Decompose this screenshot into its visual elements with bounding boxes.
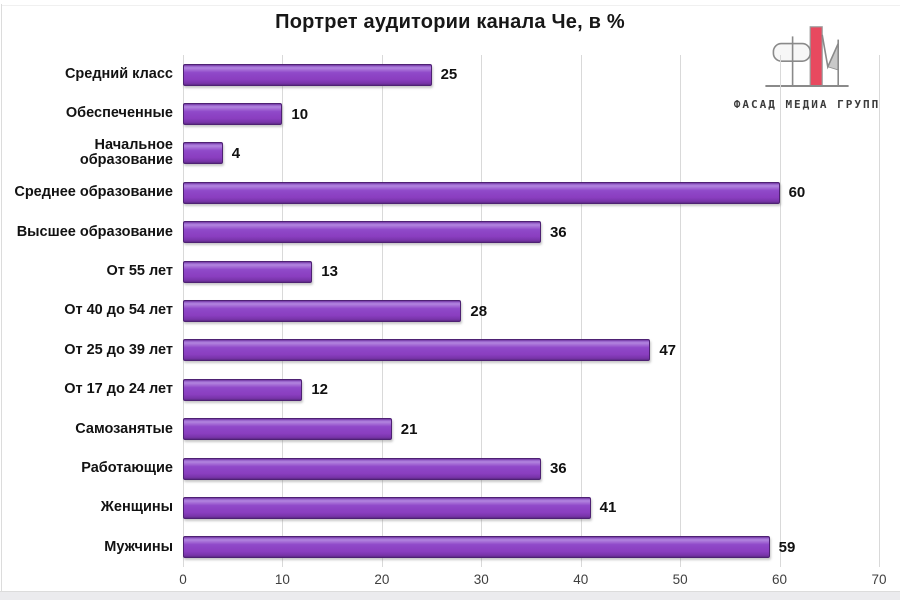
bar: [183, 181, 780, 204]
bar-track: 41: [183, 488, 879, 527]
value-label: 25: [440, 66, 458, 84]
bar-row: Начальное образование 4: [0, 134, 879, 173]
bar-row: Самозанятые 21: [0, 410, 879, 449]
bar-track: 36: [183, 213, 879, 252]
bar: [183, 260, 313, 283]
fasad-media-grupp-logo: ФАСАД МЕДИА ГРУПП: [722, 22, 892, 111]
logo-mark-icon: [765, 26, 849, 87]
x-tick-label: 50: [672, 572, 688, 587]
bar: [183, 300, 462, 323]
bottom-band: [0, 591, 900, 600]
bar-track: 25: [183, 55, 879, 94]
bar-track: 13: [183, 252, 879, 291]
x-tick-label: 10: [274, 572, 290, 587]
bar: [183, 418, 392, 441]
bar-track: 12: [183, 370, 879, 409]
value-label: 36: [549, 223, 567, 241]
bar-track: 28: [183, 291, 879, 330]
bar-row: От 40 до 54 лет 28: [0, 291, 879, 330]
value-label: 36: [549, 460, 567, 478]
bar-row: От 25 до 39 лет 47: [0, 331, 879, 370]
category-label: Среднее образование: [14, 184, 173, 201]
bar: [183, 496, 591, 519]
bar: [183, 339, 651, 362]
bar-track: 47: [183, 331, 879, 370]
bar-row: Высшее образование 36: [0, 213, 879, 252]
bar-track: 4: [183, 134, 879, 173]
x-tick-label: 30: [473, 572, 489, 587]
bar: [183, 221, 541, 244]
bar: [183, 63, 432, 86]
value-label: 21: [400, 420, 418, 438]
value-label: 13: [321, 263, 338, 281]
category-label: Самозанятые: [75, 420, 173, 437]
bar: [183, 378, 303, 401]
bar-row: Средний класс 25: [0, 55, 879, 94]
bar-row: Мужчины 59: [0, 528, 879, 567]
value-label: 59: [778, 538, 796, 556]
value-label: 47: [659, 341, 676, 359]
category-label: Работающие: [81, 459, 173, 476]
category-label: Высшее образование: [16, 223, 173, 240]
bar: [183, 142, 223, 165]
value-label: 12: [311, 381, 328, 399]
bar: [183, 103, 283, 126]
bar-row: Женщины 41: [0, 488, 879, 527]
value-label: 41: [599, 499, 617, 517]
plot-area: Средний класс 25 Обеспеченные 10 Начальное о…: [0, 55, 880, 567]
bar-track: 59: [183, 528, 879, 567]
gridline: [879, 55, 880, 567]
value-label: 10: [291, 105, 309, 123]
x-tick-label: 60: [772, 572, 788, 587]
value-label: 4: [231, 144, 241, 162]
bar-row: Среднее образование 60: [0, 173, 879, 212]
category-label: От 55 лет: [106, 263, 173, 280]
bar-row: Обеспеченные 10: [0, 94, 879, 133]
category-label: Обеспеченные: [65, 105, 173, 122]
bar-track: 21: [183, 410, 879, 449]
top-edge-line: [2, 5, 900, 6]
x-tick-label: 70: [871, 572, 887, 587]
bar-track: 60: [183, 173, 879, 212]
category-label: Мужчины: [104, 538, 173, 555]
category-label: Средний класс: [64, 66, 173, 83]
bar-row: От 55 лет 13: [0, 252, 879, 291]
category-label: От 40 до 54 лет: [64, 302, 173, 319]
bar: [183, 536, 770, 559]
category-label: От 25 до 39 лет: [64, 341, 173, 358]
x-tick-label: 0: [179, 572, 187, 587]
category-label: От 17 до 24 лет: [64, 381, 173, 398]
x-tick-label: 40: [573, 572, 589, 587]
bar-track: 10: [183, 94, 879, 133]
category-label: Женщины: [100, 499, 173, 516]
logo-text: ФАСАД МЕДИА ГРУПП: [733, 98, 881, 111]
category-label: Начальное образование: [79, 137, 173, 169]
x-tick-label: 20: [374, 572, 390, 587]
value-label: 60: [788, 184, 806, 202]
value-label: 28: [470, 302, 488, 320]
bar-track: 36: [183, 449, 879, 488]
x-axis: 0 10 20 30 40 50 60 70: [179, 572, 886, 590]
bar-row: От 17 до 24 лет 12: [0, 370, 879, 409]
left-edge-line: [1, 4, 2, 592]
bar: [183, 457, 541, 480]
bar-row: Работающие 36: [0, 449, 879, 488]
chart-title: Портрет аудитории канала Че, в %: [275, 11, 625, 33]
rows: Средний класс 25 Обеспеченные 10 Начальное о…: [0, 55, 879, 567]
